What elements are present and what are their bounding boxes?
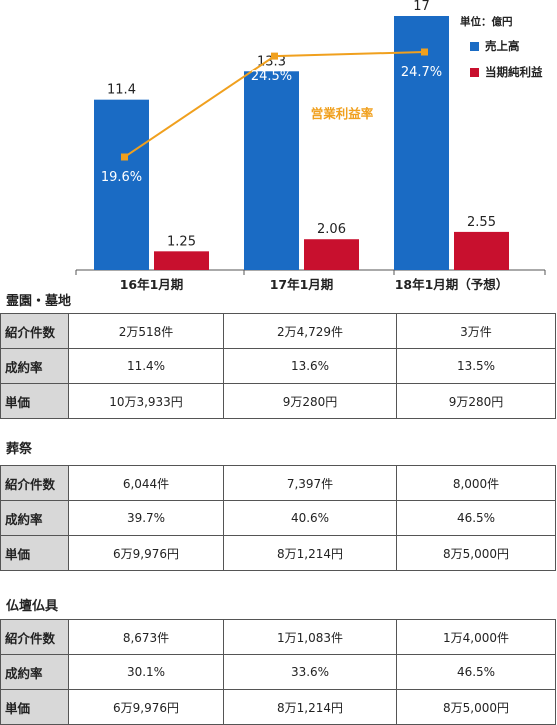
bar-sales (244, 71, 299, 271)
cell: 40.6% (223, 500, 397, 536)
bar-net-income (454, 231, 509, 270)
table-row: 成約率 39.7% 40.6% 46.5% (0, 500, 556, 536)
cell: 1万4,000件 (396, 619, 556, 655)
legend-item-net-income: 当期純利益 (470, 64, 543, 80)
row-label: 単価 (0, 535, 69, 571)
legend-item-sales: 売上高 (470, 38, 520, 54)
data-label: 11.4 (107, 83, 136, 98)
row-label: 紹介件数 (0, 465, 69, 501)
table-row: 紹介件数 6,044件 7,397件 8,000件 (0, 465, 556, 501)
cell: 7,397件 (223, 465, 397, 501)
cell: 9万280円 (223, 383, 397, 419)
cell: 13.6% (223, 348, 397, 384)
cell: 10万3,933円 (68, 383, 224, 419)
cell: 46.5% (396, 654, 556, 690)
line-value-label: 24.7% (401, 65, 442, 80)
line-series-label: 営業利益率 (311, 106, 374, 121)
bar-net-income (154, 251, 209, 270)
cell: 8万1,214円 (223, 535, 397, 571)
table-altar: 紹介件数 8,673件 1万1,083件 1万4,000件 成約率 30.1% … (0, 619, 556, 725)
table-row: 成約率 30.1% 33.6% 46.5% (0, 654, 556, 690)
cell: 46.5% (396, 500, 556, 536)
table-row: 単価 10万3,933円 9万280円 9万280円 (0, 383, 556, 419)
cell: 1万1,083件 (223, 619, 397, 655)
row-label: 成約率 (0, 654, 69, 690)
cell: 8万5,000円 (396, 535, 556, 571)
bar-net-income (304, 239, 359, 270)
cell: 6万9,976円 (68, 689, 224, 725)
cell: 2万4,729件 (223, 313, 397, 349)
cell: 2万518件 (68, 313, 224, 349)
cell: 33.6% (223, 654, 397, 690)
table-cemetery: 紹介件数 2万518件 2万4,729件 3万件 成約率 11.4% 13.6%… (0, 313, 556, 419)
x-tick-label: 17年1月期 (270, 277, 334, 292)
chart: 11.4 13.3 17 1.25 2.06 2.55 16年1月期 17年1月期 18年1月期… (75, 0, 546, 292)
legend-swatch-sales (470, 42, 479, 51)
section-title-altar: 仏壇仏具 (6, 599, 59, 614)
table-row: 単価 6万9,976円 8万1,214円 8万5,000円 (0, 689, 556, 725)
bar-sales (394, 16, 449, 270)
row-label: 単価 (0, 689, 69, 725)
table-funeral: 紹介件数 6,044件 7,397件 8,000件 成約率 39.7% 40.6… (0, 465, 556, 571)
section-title-cemetery: 霊園・墓地 (6, 294, 72, 309)
line-value-label: 24.5% (251, 69, 292, 84)
legend-label-sales: 売上高 (485, 39, 520, 53)
data-label: 2.06 (317, 222, 346, 237)
cell: 9万280円 (396, 383, 556, 419)
table-row: 紹介件数 8,673件 1万1,083件 1万4,000件 (0, 619, 556, 655)
data-label: 1.25 (167, 234, 196, 249)
legend-swatch-net-income (470, 68, 479, 77)
x-tick-label: 16年1月期 (120, 277, 184, 292)
table-row: 成約率 11.4% 13.6% 13.5% (0, 348, 556, 384)
cell: 8,000件 (396, 465, 556, 501)
cell: 30.1% (68, 654, 224, 690)
row-label: 単価 (0, 383, 69, 419)
line-value-label: 19.6% (101, 170, 142, 185)
row-label: 紹介件数 (0, 619, 69, 655)
row-label: 紹介件数 (0, 313, 69, 349)
data-label: 2.55 (467, 215, 496, 230)
cell: 8,673件 (68, 619, 224, 655)
table-row: 紹介件数 2万518件 2万4,729件 3万件 (0, 313, 556, 349)
line-point (271, 52, 278, 60)
data-label: 17 (413, 0, 430, 14)
cell: 11.4% (68, 348, 224, 384)
cell: 3万件 (396, 313, 556, 349)
bar-sales (94, 99, 149, 270)
cell: 8万1,214円 (223, 689, 397, 725)
line-point (421, 48, 428, 56)
data-label: 13.3 (257, 54, 286, 69)
cell: 6万9,976円 (68, 535, 224, 571)
cell: 39.7% (68, 500, 224, 536)
cell: 6,044件 (68, 465, 224, 501)
section-title-funeral: 葬祭 (6, 442, 33, 457)
unit-label: 単位：億円 (460, 16, 513, 28)
cell: 8万5,000円 (396, 689, 556, 725)
table-row: 単価 6万9,976円 8万1,214円 8万5,000円 (0, 535, 556, 571)
row-label: 成約率 (0, 500, 69, 536)
cell: 13.5% (396, 348, 556, 384)
line-point (121, 153, 128, 161)
legend-label-net-income: 当期純利益 (485, 65, 543, 79)
x-tick-label: 18年1月期（予想） (395, 277, 509, 292)
row-label: 成約率 (0, 348, 69, 384)
